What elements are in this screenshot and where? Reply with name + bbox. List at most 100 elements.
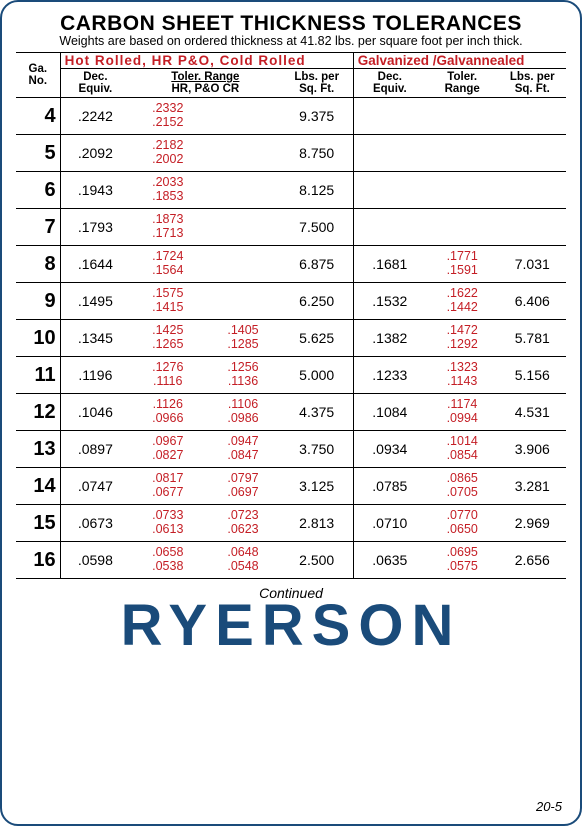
gtol-cell: .1472.1292 (426, 320, 499, 357)
ga-cell: 8 (16, 246, 60, 283)
tol2-cell: .1405.1285 (205, 320, 280, 357)
col-dec-l2: Equiv. (79, 83, 113, 95)
table-row: 15.0673.0733.0613.0723.06232.813.0710.07… (16, 505, 566, 542)
gtol-cell (426, 172, 499, 209)
ga-cell: 4 (16, 98, 60, 135)
lbs-cell: 8.750 (281, 135, 354, 172)
lbs-cell: 3.750 (281, 431, 354, 468)
gdec-cell (353, 209, 426, 246)
tol2-cell (205, 172, 280, 209)
gdec-cell: .1084 (353, 394, 426, 431)
glbs-cell: 5.156 (499, 357, 566, 394)
lbs-cell: 6.875 (281, 246, 354, 283)
gtol-cell (426, 209, 499, 246)
gtol-cell (426, 98, 499, 135)
gtol-cell: .0865.0705 (426, 468, 499, 505)
lbs-cell: 8.125 (281, 172, 354, 209)
glbs-cell (499, 98, 566, 135)
dec-cell: .1943 (60, 172, 130, 209)
ga-cell: 15 (16, 505, 60, 542)
table-row: 12.1046.1126.0966.1106.09864.375.1084.11… (16, 394, 566, 431)
glbs-cell: 5.781 (499, 320, 566, 357)
lbs-cell: 6.250 (281, 283, 354, 320)
page-subtitle: Weights are based on ordered thickness a… (16, 34, 566, 48)
table-row: 13.0897.0967.0827.0947.08473.750.0934.10… (16, 431, 566, 468)
tolerance-table: Ga. No. Hot Rolled, HR P&O, Cold Rolled … (16, 52, 566, 579)
col-glbs: Lbs. per Sq. Ft. (499, 69, 566, 98)
group-left: Hot Rolled, HR P&O, Cold Rolled (60, 53, 353, 69)
tol1-cell: .0733.0613 (130, 505, 205, 542)
tol1-cell: .2033.1853 (130, 172, 205, 209)
ga-cell: 11 (16, 357, 60, 394)
gtol-cell: .1323.1143 (426, 357, 499, 394)
ga-cell: 7 (16, 209, 60, 246)
tol2-cell (205, 283, 280, 320)
page-title: CARBON SHEET THICKNESS TOLERANCES (16, 12, 566, 36)
ga-cell: 5 (16, 135, 60, 172)
lbs-cell: 7.500 (281, 209, 354, 246)
glbs-cell: 4.531 (499, 394, 566, 431)
glbs-cell (499, 209, 566, 246)
tol1-cell: .2182.2002 (130, 135, 205, 172)
table-row: 6.1943.2033.18538.125 (16, 172, 566, 209)
lbs-cell: 5.625 (281, 320, 354, 357)
glbs-cell: 3.281 (499, 468, 566, 505)
glbs-cell (499, 172, 566, 209)
gtol-cell: .1014.0854 (426, 431, 499, 468)
tol2-cell: .1256.1136 (205, 357, 280, 394)
lbs-cell: 5.000 (281, 357, 354, 394)
col-tolr-l2: HR, P&O CR (172, 83, 240, 95)
glbs-cell: 3.906 (499, 431, 566, 468)
tol2-cell (205, 209, 280, 246)
table-row: 16.0598.0658.0538.0648.05482.500.0635.06… (16, 542, 566, 579)
gtol-cell: .1771.1591 (426, 246, 499, 283)
glbs-cell: 6.406 (499, 283, 566, 320)
col-glbs-l1: Lbs. per (510, 71, 555, 83)
dec-cell: .1644 (60, 246, 130, 283)
gdec-cell: .0785 (353, 468, 426, 505)
tol2-cell: .1106.0986 (205, 394, 280, 431)
glbs-cell: 2.969 (499, 505, 566, 542)
gdec-cell (353, 172, 426, 209)
col-lbs: Lbs. per Sq. Ft. (281, 69, 354, 98)
lbs-cell: 4.375 (281, 394, 354, 431)
dec-cell: .1046 (60, 394, 130, 431)
page-card: CARBON SHEET THICKNESS TOLERANCES Weight… (0, 0, 582, 826)
col-ga: Ga. No. (16, 53, 60, 98)
col-dec: Dec. Equiv. (60, 69, 130, 98)
tol1-cell: .0658.0538 (130, 542, 205, 579)
col-ga-l2: No. (29, 75, 48, 87)
lbs-cell: 2.813 (281, 505, 354, 542)
brand-logo: RYERSON (16, 597, 566, 655)
tol2-cell (205, 246, 280, 283)
gdec-cell: .0934 (353, 431, 426, 468)
table-row: 11.1196.1276.1116.1256.11365.000.1233.13… (16, 357, 566, 394)
dec-cell: .0598 (60, 542, 130, 579)
table-row: 4.2242.2332.21529.375 (16, 98, 566, 135)
tol2-cell (205, 98, 280, 135)
tol1-cell: .1724.1564 (130, 246, 205, 283)
tol1-cell: .0817.0677 (130, 468, 205, 505)
dec-cell: .2242 (60, 98, 130, 135)
dec-cell: .1196 (60, 357, 130, 394)
gtol-cell: .1622.1442 (426, 283, 499, 320)
ga-cell: 10 (16, 320, 60, 357)
gtol-cell: .1174.0994 (426, 394, 499, 431)
tol1-cell: .1425.1265 (130, 320, 205, 357)
gdec-cell: .0635 (353, 542, 426, 579)
dec-cell: .0897 (60, 431, 130, 468)
col-ga-l1: Ga. (29, 63, 48, 75)
table-row: 10.1345.1425.1265.1405.12855.625.1382.14… (16, 320, 566, 357)
col-gtol-l1: Toler. (447, 71, 477, 83)
gdec-cell: .1233 (353, 357, 426, 394)
lbs-cell: 2.500 (281, 542, 354, 579)
dec-cell: .1793 (60, 209, 130, 246)
table-row: 7.1793.1873.1713 7.500 (16, 209, 566, 246)
glbs-cell: 7.031 (499, 246, 566, 283)
dec-cell: .0673 (60, 505, 130, 542)
tol1-cell: .1126.0966 (130, 394, 205, 431)
gdec-cell: .1382 (353, 320, 426, 357)
tol1-cell: .1873.1713 (130, 209, 205, 246)
ga-cell: 12 (16, 394, 60, 431)
dec-cell: .0747 (60, 468, 130, 505)
